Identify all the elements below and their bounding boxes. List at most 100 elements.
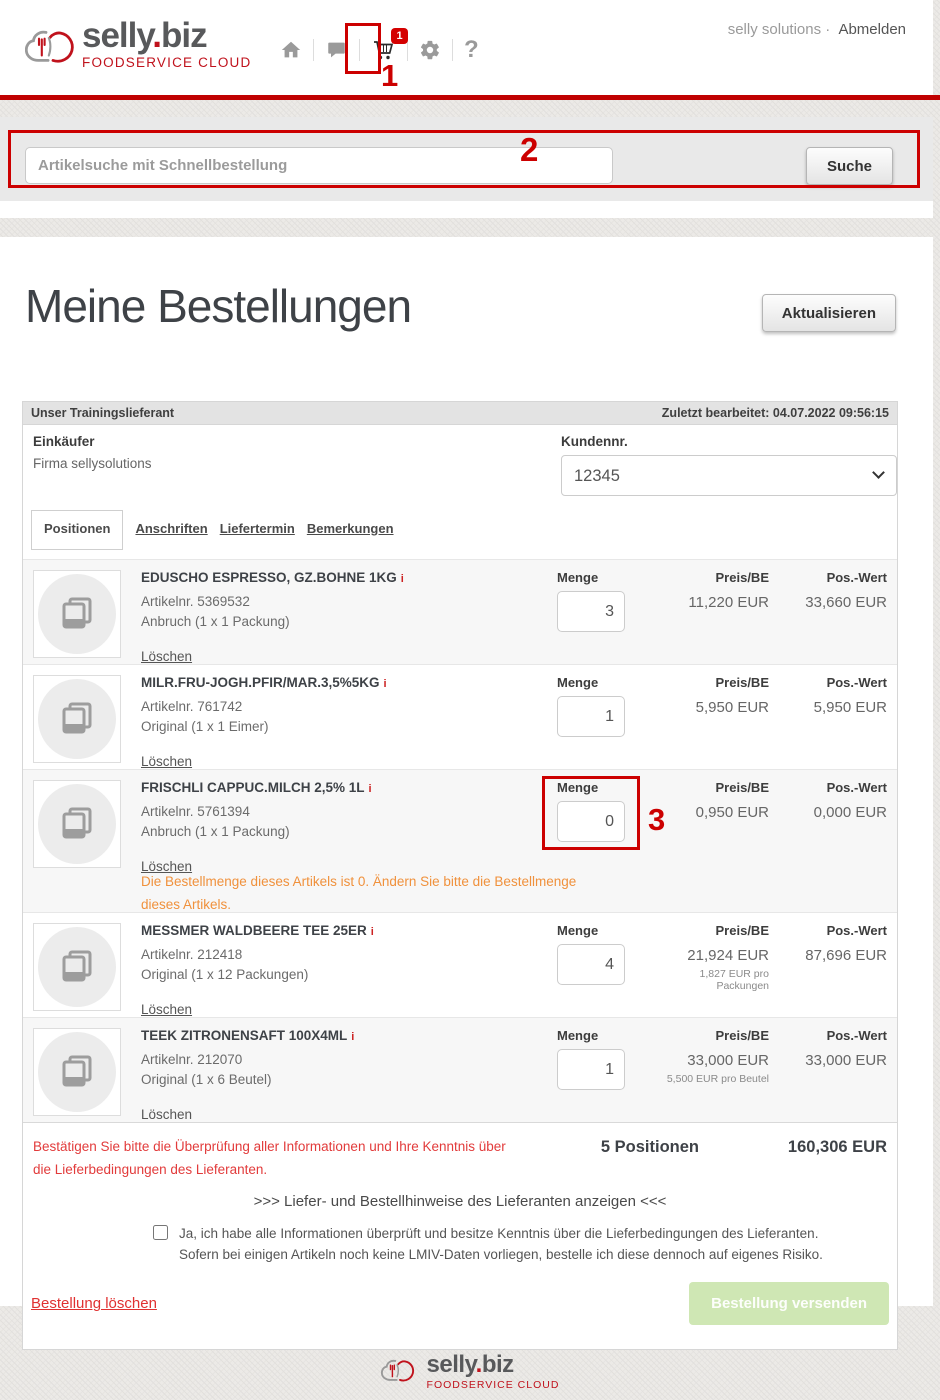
quantity-input[interactable] — [557, 801, 625, 842]
brand-suffix: biz — [160, 16, 208, 55]
delete-order-link[interactable]: Bestellung löschen — [31, 1295, 157, 1313]
order-item-row: MILR.FRU-JOGH.PFIR/MAR.3,5%5KG i Artikeln… — [23, 664, 897, 769]
price-value: 33,000 EUR — [687, 1052, 769, 1069]
supplier-hints-link[interactable]: >>> Liefer- und Bestellhinweise des Lief… — [253, 1192, 667, 1210]
position-value-label: Pos.-Wert — [826, 780, 887, 795]
footer-logo: selly.biz FOODSERVICE CLOUD — [0, 1353, 940, 1391]
quantity-label: Menge — [557, 1028, 599, 1043]
position-value-column: Pos.-Wert 33,660 EUR — [769, 570, 887, 664]
pages-icon — [62, 950, 92, 982]
order-item-row: TEEK ZITRONENSAFT 100X4ML i Artikelnr. 21… — [23, 1017, 897, 1122]
item-name: TEEK ZITRONENSAFT 100X4ML — [141, 1028, 348, 1043]
terms-row: Ja, ich habe alle Informationen überprüf… — [153, 1223, 897, 1266]
nav-divider — [407, 39, 408, 61]
price-value: 11,220 EUR — [688, 594, 769, 611]
item-image-placeholder — [33, 780, 121, 868]
quantity-column: Menge — [557, 570, 653, 664]
order-info-section: Einkäufer Firma sellysolutions Kundennr.… — [23, 425, 897, 505]
quantity-input[interactable] — [557, 944, 625, 985]
item-unit: Anbruch (1 x 1 Packung) — [141, 614, 290, 629]
logo-text[interactable]: selly.biz FOODSERVICE CLOUD — [82, 18, 251, 70]
item-article-number: Artikelnr. 5369532 — [141, 594, 250, 609]
item-article-number: Artikelnr. 5761394 — [141, 804, 250, 819]
info-marker-icon: i — [383, 678, 387, 690]
price-value: 5,950 EUR — [695, 699, 769, 716]
page-title: Meine Bestellungen — [25, 280, 412, 332]
item-article-number: Artikelnr. 212418 — [141, 947, 243, 962]
main-nav: 1 ? — [270, 28, 489, 67]
footer-brand-dot: . — [475, 1351, 483, 1378]
item-unit: Anbruch (1 x 1 Packung) — [141, 824, 290, 839]
tab-bemerkungen[interactable]: Bemerkungen — [306, 521, 394, 536]
logout-link[interactable]: Abmelden — [838, 21, 906, 38]
quantity-label: Menge — [557, 675, 599, 690]
send-order-button[interactable]: Bestellung versenden — [689, 1282, 889, 1326]
order-item-row: MESSMER WALDBEERE TEE 25ER i Artikelnr. 2… — [23, 912, 897, 1017]
order-panel: Unser Trainingslieferant Zuletzt bearbei… — [22, 401, 898, 1351]
delete-item-link[interactable]: Löschen — [141, 1002, 193, 1017]
help-icon[interactable]: ? — [464, 36, 479, 63]
tab-positionen[interactable]: Positionen — [31, 510, 124, 550]
refresh-button[interactable]: Aktualisieren — [761, 294, 896, 332]
position-value: 5,950 EUR — [813, 699, 887, 716]
delete-item-link[interactable]: Löschen — [141, 1107, 193, 1122]
position-value-column: Pos.-Wert 87,696 EUR — [769, 923, 887, 1017]
position-value-label: Pos.-Wert — [826, 570, 887, 585]
item-image-placeholder — [33, 923, 121, 1011]
item-image-placeholder — [33, 1028, 121, 1116]
position-value-label: Pos.-Wert — [826, 923, 887, 938]
position-value-column: Pos.-Wert 0,000 EUR — [769, 780, 887, 912]
texture-band — [0, 100, 940, 117]
main-content: Meine Bestellungen Aktualisieren Unser T… — [0, 237, 933, 1351]
quantity-input[interactable] — [557, 591, 625, 632]
item-unit: Original (1 x 12 Packungen) — [141, 967, 309, 982]
order-item-row: EDUSCHO ESPRESSO, GZ.BOHNE 1KG i Artikeln… — [23, 559, 897, 664]
search-input[interactable] — [25, 147, 613, 184]
cart-badge: 1 — [391, 28, 408, 44]
texture-band — [0, 218, 940, 237]
account-separator: · — [825, 21, 831, 38]
customer-number-select[interactable]: 12345 — [561, 455, 897, 496]
account-area: selly solutions · Abmelden — [728, 21, 906, 38]
cart-icon[interactable]: 1 — [361, 28, 408, 62]
quantity-warning-text: Die Bestellmenge dieses Artikels ist 0. … — [141, 874, 577, 912]
nav-divider — [313, 39, 314, 61]
quantity-label: Menge — [557, 570, 599, 585]
terms-checkbox[interactable] — [153, 1224, 168, 1240]
home-icon[interactable] — [270, 39, 312, 61]
delete-item-link[interactable]: Löschen — [141, 859, 193, 874]
tab-liefertermin[interactable]: Liefertermin — [219, 521, 295, 536]
item-article-number: Artikelnr. 212070 — [141, 1052, 243, 1067]
buyer-name: Firma sellysolutions — [33, 456, 152, 471]
price-label: Preis/BE — [715, 570, 769, 585]
info-marker-icon: i — [370, 926, 374, 938]
item-article-number: Artikelnr. 761742 — [141, 699, 243, 714]
header-accent-bar — [0, 95, 940, 100]
tab-anschriften[interactable]: Anschriften — [135, 521, 208, 536]
delete-item-link[interactable]: Löschen — [141, 649, 193, 664]
quantity-label: Menge — [557, 923, 599, 938]
item-image-placeholder — [33, 675, 121, 763]
settings-gear-icon[interactable] — [409, 39, 451, 61]
price-label: Preis/BE — [715, 780, 769, 795]
quantity-column: Menge — [557, 1028, 653, 1122]
messages-icon[interactable] — [315, 39, 358, 61]
nav-divider — [359, 39, 360, 61]
quantity-column: Menge — [557, 780, 653, 912]
quantity-input[interactable] — [557, 1049, 625, 1090]
delete-item-link[interactable]: Löschen — [141, 754, 193, 769]
pages-icon — [62, 1055, 92, 1087]
brand-subtitle: FOODSERVICE CLOUD — [82, 55, 252, 70]
confirmation-note: Bestätigen Sie bitte die Überprüfung all… — [33, 1139, 506, 1177]
position-value-label: Pos.-Wert — [826, 675, 887, 690]
supplier-name: Unser Trainingslieferant — [31, 406, 175, 420]
positions-count: 5 Positionen — [600, 1138, 699, 1156]
info-marker-icon: i — [351, 1031, 355, 1043]
quantity-input[interactable] — [557, 696, 625, 737]
price-column: Preis/BE 0,950 EUR — [653, 780, 769, 912]
order-panel-header: Unser Trainingslieferant Zuletzt bearbei… — [23, 402, 897, 425]
buyer-label: Einkäufer — [33, 434, 95, 449]
price-label: Preis/BE — [715, 923, 769, 938]
search-button[interactable]: Suche — [805, 147, 893, 185]
terms-line-2: Sofern bei einigen Artikeln noch keine L… — [179, 1247, 823, 1263]
